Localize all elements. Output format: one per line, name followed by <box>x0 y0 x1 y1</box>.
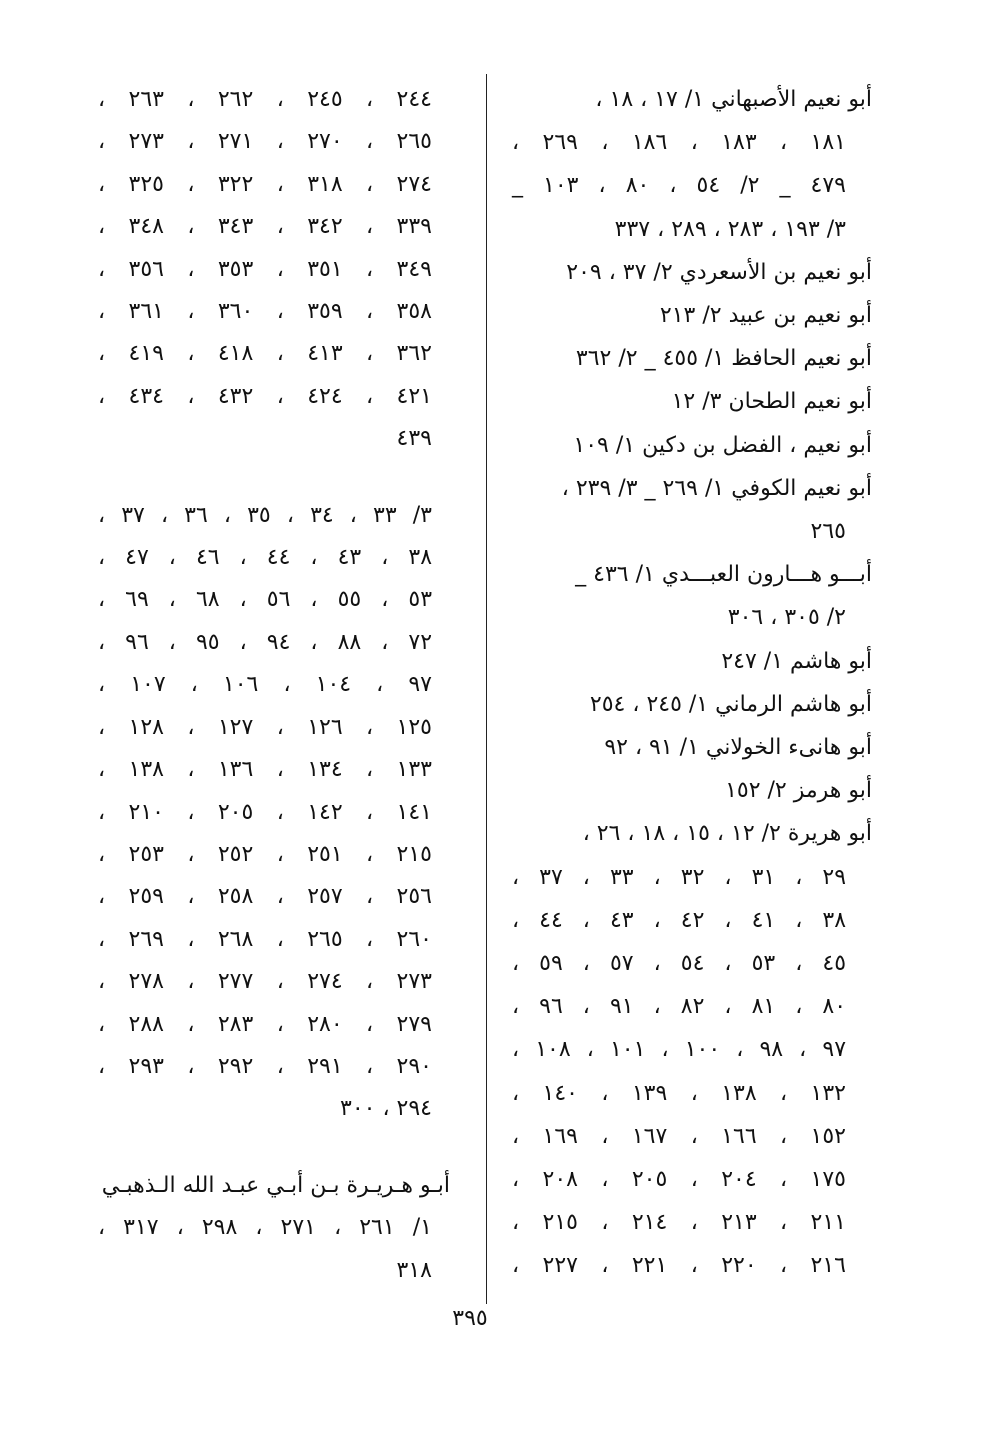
index-entry-continuation: ١٧٥ ، ٢٠٤ ، ٢٠٥ ، ٢٠٨ ، <box>512 1167 846 1193</box>
index-entry: أبو نعيم الأصبهاني ١/ ١٧ ، ١٨ ، <box>595 87 872 112</box>
index-entry-continuation: ٣١٨ <box>396 1257 432 1283</box>
index-entry-continuation: ١٣٢ ، ١٣٨ ، ١٣٩ ، ١٤٠ ، <box>512 1080 846 1106</box>
index-entry-continuation: ٢٥٦ ، ٢٥٧ ، ٢٥٨ ، ٢٥٩ ، <box>98 884 432 910</box>
page-number: ٣٩٥ <box>452 1306 488 1331</box>
index-entry-continuation: ٣٦٢ ، ٤١٣ ، ٤١٨ ، ٤١٩ ، <box>98 341 432 367</box>
index-entry-continuation: ١/ ٢٦١ ، ٢٧١ ، ٢٩٨ ، ٣١٧ ، <box>98 1215 432 1241</box>
index-entry: أبو هاشم ١/ ٢٤٧ <box>721 648 872 674</box>
index-entry-continuation: ٩٧ ، ١٠٤ ، ١٠٦ ، ١٠٧ ، <box>98 672 432 698</box>
index-entry: أبـو هـريـرة بـن أبـي عبـد الله الـذهبـي <box>101 1172 450 1198</box>
index-entry-continuation: ٣/ ٣٣ ، ٣٤ ، ٣٥ ، ٣٦ ، ٣٧ ، <box>98 502 432 528</box>
index-entry-continuation: ١٤١ ، ١٤٢ ، ٢٠٥ ، ٢١٠ ، <box>98 799 432 825</box>
index-entry-continuation: ٢٦٥ <box>810 519 846 545</box>
index-entry-continuation: ٢١١ ، ٢١٣ ، ٢١٤ ، ٢١٥ ، <box>512 1210 846 1236</box>
index-entry: أبو هانىء الخولاني ١/ ٩١ ، ٩٢ <box>604 735 872 761</box>
index-entry-continuation: ١٢٥ ، ١٢٦ ، ١٢٧ ، ١٢٨ ، <box>98 714 432 740</box>
index-entry-continuation: ٢١٥ ، ٢٥١ ، ٢٥٢ ، ٢٥٣ ، <box>98 841 432 867</box>
index-entry: أبو نعيم الحافظ ١/ ٤٥٥ _ ٢/ ٣٦٢ <box>575 346 872 372</box>
column-divider <box>486 74 487 1304</box>
index-entry-continuation: ٢٩٠ ، ٢٩١ ، ٢٩٢ ، ٢٩٣ ، <box>98 1053 432 1079</box>
index-entry-continuation: ٣٣٩ ، ٣٤٢ ، ٣٤٣ ، ٣٤٨ ، <box>98 214 432 240</box>
index-entry: أبو هرمز ٢/ ١٥٢ <box>725 778 872 804</box>
index-entry: أبو نعيم الكوفي ١/ ٢٦٩ _ ٣/ ٢٣٩ ، <box>561 475 872 501</box>
index-entry: أبو نعيم بن عبيد ٢/ ٢١٣ <box>659 303 872 329</box>
index-entry-continuation: ١٨١ ، ١٨٣ ، ١٨٦ ، ٢٦٩ ، <box>512 130 846 156</box>
index-entry-continuation: ٤٢١ ، ٤٢٤ ، ٤٣٢ ، ٤٣٤ ، <box>98 383 432 409</box>
index-column-right: أبو نعيم الأصبهاني ١/ ١٧ ، ١٨ ، ١٨١ ، ١٨… <box>512 78 872 1288</box>
index-entry-continuation: ٣٨ ، ٤١ ، ٤٢ ، ٤٣ ، ٤٤ ، <box>512 907 847 933</box>
index-entry-continuation: ٢٩٤ ، ٣٠٠ <box>340 1096 432 1122</box>
index-entry-continuation: ٢٤٤ ، ٢٤٥ ، ٢٦٢ ، ٢٦٣ ، <box>98 87 432 112</box>
index-entry-continuation: ٢٧٤ ، ٣١٨ ، ٣٢٢ ، ٣٢٥ ، <box>98 171 432 197</box>
index-entry: أبو نعيم الطحان ٣/ ١٢ <box>671 389 872 415</box>
index-entry: أبو هريرة ٢/ ١٢ ، ١٥ ، ١٨ ، ٢٦ ، <box>582 821 872 847</box>
index-entry-continuation: ٨٠ ، ٨١ ، ٨٢ ، ٩١ ، ٩٦ ، <box>512 994 847 1020</box>
index-entry-continuation: ٣/ ١٩٣ ، ٢٨٣ ، ٢٨٩ ، ٣٣٧ <box>614 216 846 242</box>
index-entry-continuation: ٩٧ ، ٩٨ ، ١٠٠ ، ١٠١ ، ١٠٨ ، <box>512 1037 847 1063</box>
index-entry-continuation: ٣٥٨ ، ٣٥٩ ، ٣٦٠ ، ٣٦١ ، <box>98 299 432 325</box>
index-entry: أبو نعيم بن الأسعردي ٢/ ٣٧ ، ٢٠٩ <box>566 259 872 285</box>
index-column-left: ٢٤٤ ، ٢٤٥ ، ٢٦٢ ، ٢٦٣ ، ٢٦٥ ، ٢٧٠ ، ٢٧١ … <box>98 79 450 1292</box>
index-entry-continuation: ٢٦٠ ، ٢٦٥ ، ٢٦٨ ، ٢٦٩ ، <box>98 926 432 952</box>
index-entry: أبو نعيم ، الفضل بن دكين ١/ ١٠٩ <box>573 432 872 458</box>
index-entry-continuation: ١٥٢ ، ١٦٦ ، ١٦٧ ، ١٦٩ ، <box>512 1123 846 1149</box>
index-entry: أبو هاشم الرماني ١/ ٢٤٥ ، ٢٥٤ <box>589 691 872 717</box>
index-entry-continuation: ١٣٣ ، ١٣٤ ، ١٣٦ ، ١٣٨ ، <box>98 757 432 783</box>
index-entry-continuation: ٢٦٥ ، ٢٧٠ ، ٢٧١ ، ٢٧٣ ، <box>98 129 432 155</box>
index-entry-continuation: ٢٧٣ ، ٢٧٤ ، ٢٧٧ ، ٢٧٨ ، <box>98 969 432 995</box>
index-entry-continuation: ٣٤٩ ، ٣٥١ ، ٣٥٣ ، ٣٥٦ ، <box>98 256 432 282</box>
index-entry-continuation: ٢/ ٣٠٥ ، ٣٠٦ <box>727 605 846 631</box>
index-entry-continuation: ٢٧٩ ، ٢٨٠ ، ٢٨٣ ، ٢٨٨ ، <box>98 1011 432 1037</box>
index-entry: أبـــو هـــارون العبـــدي ١/ ٤٣٦ _ <box>575 562 872 588</box>
index-entry-continuation: ٣٨ ، ٤٣ ، ٤٤ ، ٤٦ ، ٤٧ ، <box>98 545 433 571</box>
index-entry-continuation: ٥٣ ، ٥٥ ، ٥٦ ، ٦٨ ، ٦٩ ، <box>98 587 433 613</box>
index-entry-continuation: ٤٥ ، ٥٣ ، ٥٤ ، ٥٧ ، ٥٩ ، <box>512 951 847 977</box>
index-entry-continuation: ٧٢ ، ٨٨ ، ٩٤ ، ٩٥ ، ٩٦ ، <box>98 629 433 655</box>
index-entry-continuation: ٤٣٩ <box>396 426 432 452</box>
index-entry-continuation: ٤٧٩ _ ٢/ ٥٤ ، ٨٠ ، ١٠٣ _ <box>512 173 846 199</box>
index-entry-continuation: ٢٩ ، ٣١ ، ٣٢ ، ٣٣ ، ٣٧ ، <box>512 864 847 890</box>
index-entry-continuation: ٢١٦ ، ٢٢٠ ، ٢٢١ ، ٢٢٧ ، <box>512 1253 846 1279</box>
